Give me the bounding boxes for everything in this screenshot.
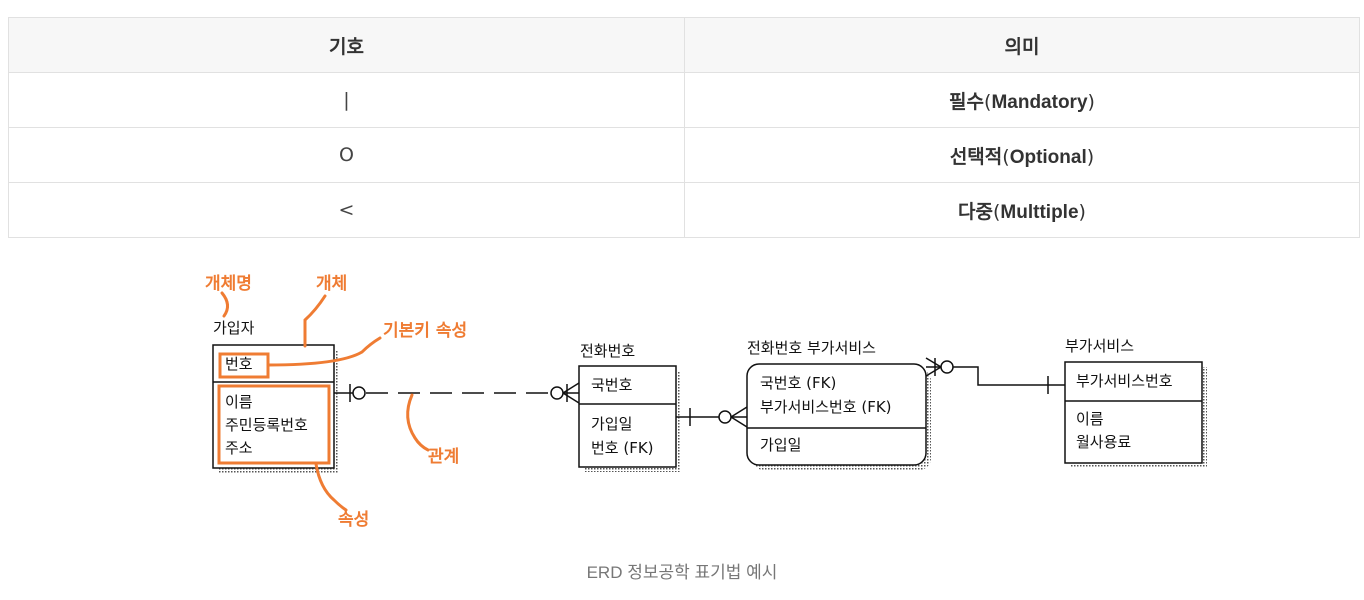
optional-symbol xyxy=(550,386,564,400)
primary-key-pointer xyxy=(266,336,382,367)
annotations xyxy=(217,291,430,512)
annotation-relationship: 관계 xyxy=(428,447,459,467)
annotation-attribute: 속성 xyxy=(338,510,369,530)
figure-caption: ERD 정보공학 표기법 예시 xyxy=(586,563,778,582)
entity-name: 전화번호 부가서비스 xyxy=(747,339,876,357)
annotation-entity-name: 개체명 xyxy=(205,274,252,294)
many-symbol xyxy=(925,357,942,368)
entity-attribute: 주소 xyxy=(225,439,253,457)
entity-service: 부가서비스 부가서비스번호 이름 월사용료 xyxy=(1064,337,1207,468)
entity-key: 부가서비스번호 xyxy=(1076,372,1173,390)
entity-phone: 전화번호 국번호 가입일 번호 (FK) xyxy=(578,342,681,472)
entity-name: 가입자 xyxy=(213,319,255,337)
annotation-entity: 개체 xyxy=(316,274,347,294)
entity-key: 번호 xyxy=(225,355,253,373)
table-row: < 다중(Multtiple) xyxy=(8,182,1360,238)
many-symbol xyxy=(730,416,748,428)
optional-symbol xyxy=(718,410,732,424)
meaning-en: Optional xyxy=(1009,146,1087,168)
entity-box xyxy=(1064,361,1203,464)
entity-name: 전화번호 xyxy=(580,342,635,360)
attribute-highlight-box xyxy=(217,384,331,465)
symbol-cell: O xyxy=(8,127,685,183)
entity-name-pointer xyxy=(220,291,229,318)
relationship-pointer xyxy=(406,393,430,452)
meaning-cell: 선택적(Optional) xyxy=(684,127,1360,183)
many-symbol xyxy=(562,392,580,404)
relationship-phone-phoneservice xyxy=(676,406,748,428)
meaning-ko: 선택적 xyxy=(949,145,1003,168)
erd-svg: 가입자 번호 이름 주민등록번호 주소 전화번호 국번호 가입일 번호 (FK)… xyxy=(205,274,1207,530)
entity-attribute: 가입일 xyxy=(760,436,801,454)
meaning-en: Multtiple xyxy=(1000,201,1079,223)
symbol-table: 기호 의미 | 필수(Mandatory) O 선택적(Optional) < … xyxy=(8,17,1360,238)
erd-diagram: 가입자 번호 이름 주민등록번호 주소 전화번호 국번호 가입일 번호 (FK)… xyxy=(0,240,1364,540)
meaning-ko: 다중 xyxy=(958,200,993,223)
entity-key: 부가서비스번호 (FK) xyxy=(760,398,892,416)
relationship-subscriber-phone xyxy=(334,382,580,404)
header-symbol: 기호 xyxy=(8,17,685,73)
many-symbol xyxy=(562,382,580,394)
meaning-cell: 다중(Multtiple) xyxy=(684,182,1360,238)
symbol-cell: | xyxy=(8,72,685,128)
entity-key: 국번호 xyxy=(591,376,633,394)
entity-box xyxy=(746,363,927,466)
symbol-cell: < xyxy=(8,182,685,238)
entity-attribute: 이름 xyxy=(225,393,253,411)
optional-symbol xyxy=(940,360,954,374)
attribute-pointer xyxy=(314,462,348,512)
many-symbol xyxy=(730,406,748,418)
entity-pointer xyxy=(303,294,327,348)
optional-symbol xyxy=(352,386,366,400)
relationship-phoneservice-service xyxy=(925,357,1065,394)
meaning-cell: 필수(Mandatory) xyxy=(684,72,1360,128)
table-row: | 필수(Mandatory) xyxy=(8,72,1360,128)
entity-attribute: 이름 xyxy=(1076,410,1104,428)
meaning-en: Mandatory xyxy=(991,91,1088,113)
entity-name: 부가서비스 xyxy=(1065,337,1134,355)
table-row: O 선택적(Optional) xyxy=(8,127,1360,183)
many-symbol xyxy=(925,366,942,377)
entity-attribute: 월사용료 xyxy=(1076,433,1131,451)
entity-phone-service: 전화번호 부가서비스 국번호 (FK) 부가서비스번호 (FK) 가입일 xyxy=(746,339,931,470)
entity-attribute: 번호 (FK) xyxy=(591,439,654,457)
annotation-primary-key: 기본키 속성 xyxy=(383,321,467,341)
entity-attribute: 주민등록번호 xyxy=(225,416,308,434)
table-header-row: 기호 의미 xyxy=(8,17,1360,73)
meaning-ko: 필수 xyxy=(949,90,985,113)
entity-subscriber: 가입자 번호 이름 주민등록번호 주소 xyxy=(212,319,339,473)
entity-attribute: 가입일 xyxy=(591,415,632,433)
entity-key: 국번호 (FK) xyxy=(760,374,836,392)
header-meaning: 의미 xyxy=(684,17,1360,73)
entity-box xyxy=(578,365,677,468)
